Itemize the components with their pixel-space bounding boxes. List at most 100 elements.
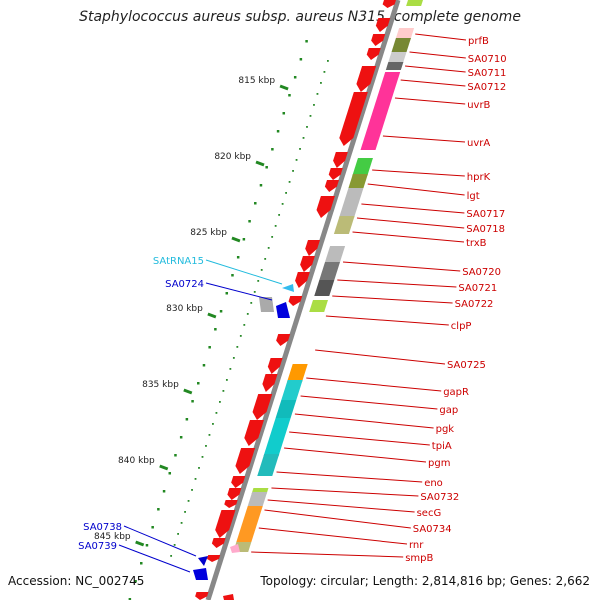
scale-dot <box>179 436 183 439</box>
scale-dot <box>208 346 211 349</box>
label-leader <box>267 499 415 513</box>
scale-dot <box>306 126 308 128</box>
cds-arrow <box>305 240 320 256</box>
label-leader <box>276 471 423 483</box>
feature-bar <box>257 454 280 476</box>
feature-bar <box>236 506 263 542</box>
label-leader <box>342 261 461 272</box>
feature-bar <box>319 262 341 280</box>
gene-label-sa0739: SA0739 <box>78 541 117 552</box>
scale-dot <box>185 418 189 421</box>
scale-dot <box>219 401 221 403</box>
scale-dot <box>239 335 242 337</box>
cds-arrow <box>224 500 238 508</box>
scale-dot <box>271 148 274 151</box>
scale-ruler: 815 kbp 820 kbp 825 kbp 830 kbp 835 kbp 840 k… <box>94 76 289 547</box>
scale-dot <box>177 533 179 535</box>
scale-dot <box>326 60 329 62</box>
scale-dot <box>222 390 225 392</box>
cds-arrow <box>366 48 381 60</box>
feature-bars <box>233 0 423 552</box>
scale-dot <box>253 291 256 293</box>
scale-dot <box>208 434 211 436</box>
scale-dot <box>274 225 277 227</box>
scale-tick <box>183 388 193 395</box>
scale-dot <box>305 40 308 43</box>
scale-dot <box>242 238 246 241</box>
gene-label-sa0717: SA0717 <box>466 209 505 220</box>
gene-label-sa0734: SA0734 <box>413 524 452 535</box>
label-leader <box>271 487 419 497</box>
scale-tick <box>135 540 145 547</box>
cds-arrow <box>371 34 386 46</box>
feature-bar <box>275 400 297 418</box>
cds-arrow <box>207 555 221 562</box>
gene-label-secg: secG <box>417 508 442 519</box>
scale-tick <box>159 464 169 471</box>
gene-label-tpia: tpiA <box>432 441 452 452</box>
scale-dot <box>187 500 190 502</box>
gene-label-sa0725: SA0725 <box>447 360 486 371</box>
scale-dot <box>173 544 176 546</box>
scale-dot <box>299 148 301 150</box>
label-leader <box>372 169 465 177</box>
label-leader <box>306 377 442 392</box>
scale-dot <box>302 137 305 139</box>
cds-arrow <box>375 18 391 32</box>
gene-label-trxb: trxB <box>466 238 487 249</box>
feature-bar <box>309 300 328 312</box>
label-leader <box>325 315 449 326</box>
scale-dot <box>215 412 218 414</box>
scale-label: 815 kbp <box>238 76 275 86</box>
cds-arrow <box>382 0 396 8</box>
gene-label-rnr: rnr <box>409 540 424 551</box>
scale-dot <box>198 467 200 469</box>
cds-arrow <box>300 256 315 272</box>
scale-dot <box>162 490 166 493</box>
scale-dot <box>225 379 228 381</box>
gene-label-sa0710: SA0710 <box>468 54 507 65</box>
scale-label: 840 kbp <box>118 456 155 466</box>
label-leader <box>118 544 191 573</box>
scale-dot <box>180 522 183 524</box>
cds-arrow <box>227 488 242 500</box>
scale-dot <box>295 159 298 161</box>
label-leader <box>315 349 446 365</box>
label-leader <box>415 33 467 41</box>
scale-dot <box>243 324 246 326</box>
feature-pink-box <box>230 544 240 553</box>
gene-label-sa0712: SA0712 <box>467 82 506 93</box>
scale-dot <box>281 203 284 205</box>
reverse-gene-arrow <box>193 568 208 580</box>
scale-dot <box>259 184 263 187</box>
scale-dot <box>140 562 143 565</box>
scale-label: 820 kbp <box>214 152 251 162</box>
scale-dot <box>229 368 232 370</box>
cds-arrow <box>244 420 264 446</box>
scale-dots <box>128 40 329 600</box>
label-leader <box>400 79 466 87</box>
scale-label: 835 kbp <box>142 380 179 390</box>
gene-label-clpp: clpP <box>451 321 472 332</box>
feature-bar <box>352 158 373 176</box>
trna-marker <box>282 284 294 292</box>
feature-bar <box>385 62 404 70</box>
scale-tick <box>255 160 265 167</box>
scale-tick <box>231 236 241 243</box>
scale-dot <box>191 489 193 491</box>
label-leader <box>394 97 466 105</box>
scale-dot <box>214 328 217 331</box>
cds-arrow <box>211 538 226 548</box>
label-leader <box>382 135 466 143</box>
cds-arrow <box>328 168 343 180</box>
scale-dot <box>219 310 223 313</box>
scale-dot <box>248 220 251 223</box>
scale-label: 845 kbp <box>94 532 131 542</box>
label-leader <box>332 295 453 304</box>
scale-dot <box>236 346 239 348</box>
scale-dot <box>299 58 303 61</box>
scale-label: 825 kbp <box>190 228 227 238</box>
label-leader <box>337 279 457 288</box>
gene-label-hprk: hprK <box>467 172 491 183</box>
